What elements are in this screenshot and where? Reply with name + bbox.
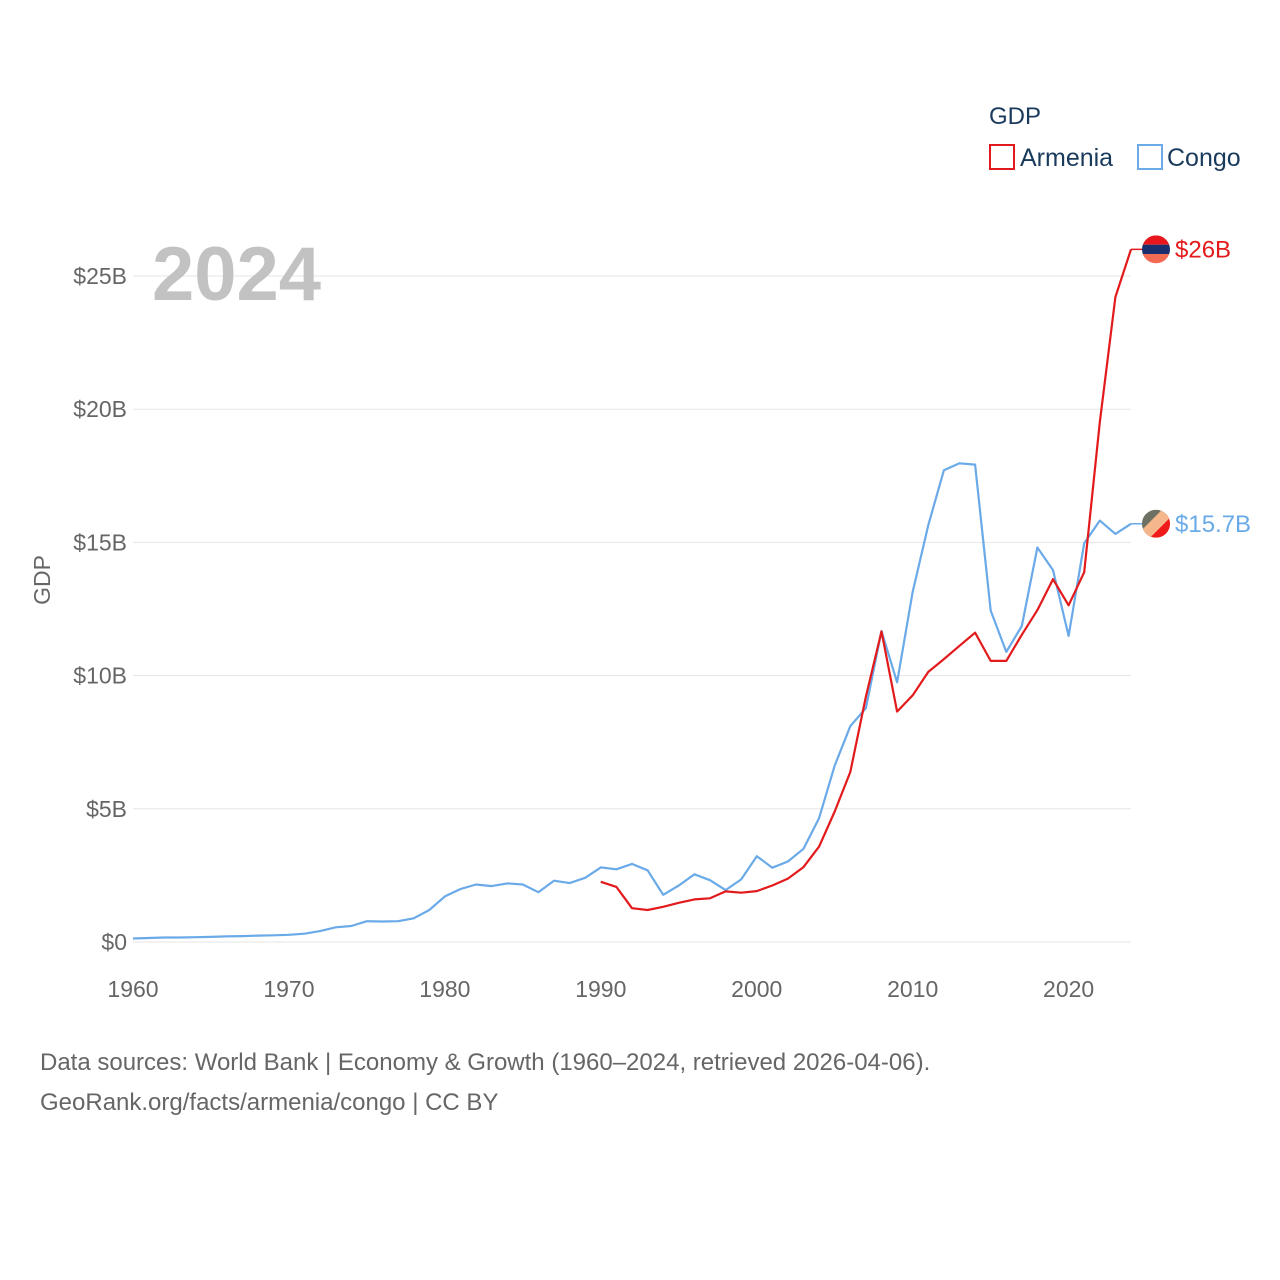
x-tick-label: 2020 <box>1043 976 1094 1002</box>
x-tick-label: 2010 <box>887 976 938 1002</box>
legend-swatch-armenia <box>989 144 1015 170</box>
y-tick-label: $10B <box>73 663 127 689</box>
x-axis-ticks: 1960 1970 1980 1990 2000 2010 2020 <box>107 976 1094 1002</box>
series-lines <box>132 249 1133 940</box>
x-tick-label: 1980 <box>419 976 470 1002</box>
y-axis-title: GDP <box>29 555 55 605</box>
armenia-flag-icon <box>1142 235 1170 264</box>
source-note: Data sources: World Bank | Economy & Gro… <box>40 1043 930 1123</box>
congo-flag-icon <box>1142 509 1170 538</box>
source-line-1: Data sources: World Bank | Economy & Gro… <box>40 1049 931 1076</box>
legend-label-congo: Congo <box>1167 144 1241 172</box>
year-label: 2024 <box>152 232 321 317</box>
legend-item-armenia[interactable]: Armenia <box>989 144 1113 172</box>
source-line-2: GeoRank.org/facts/armenia/congo | CC BY <box>40 1089 499 1116</box>
legend-label-armenia: Armenia <box>1020 144 1113 172</box>
end-label-congo: $15.7B <box>1175 511 1251 538</box>
x-tick-label: 1990 <box>575 976 626 1002</box>
y-tick-label: $15B <box>73 529 127 555</box>
x-tick-label: 2000 <box>731 976 782 1002</box>
y-tick-label: $20B <box>73 396 127 422</box>
legend-swatch-congo <box>1137 144 1163 170</box>
end-label-armenia: $26B <box>1175 236 1231 263</box>
legend[interactable]: GDP Armenia Congo <box>989 103 1241 172</box>
y-tick-label: $5B <box>86 796 127 822</box>
series-line-armenia <box>600 249 1133 912</box>
x-tick-label: 1960 <box>107 976 158 1002</box>
series-line-congo <box>132 462 1132 940</box>
end-marker-congo: $15.7B <box>1131 509 1251 538</box>
y-axis-ticks: $0 $5B $10B $15B $20B $25B <box>73 263 127 955</box>
legend-title: GDP <box>989 103 1041 130</box>
end-marker-armenia: $26B <box>1131 235 1231 264</box>
gridlines <box>133 275 1131 943</box>
legend-item-congo[interactable]: Congo <box>1137 144 1241 172</box>
x-tick-label: 1970 <box>263 976 314 1002</box>
y-tick-label: $25B <box>73 263 127 289</box>
y-tick-label: $0 <box>101 929 127 955</box>
